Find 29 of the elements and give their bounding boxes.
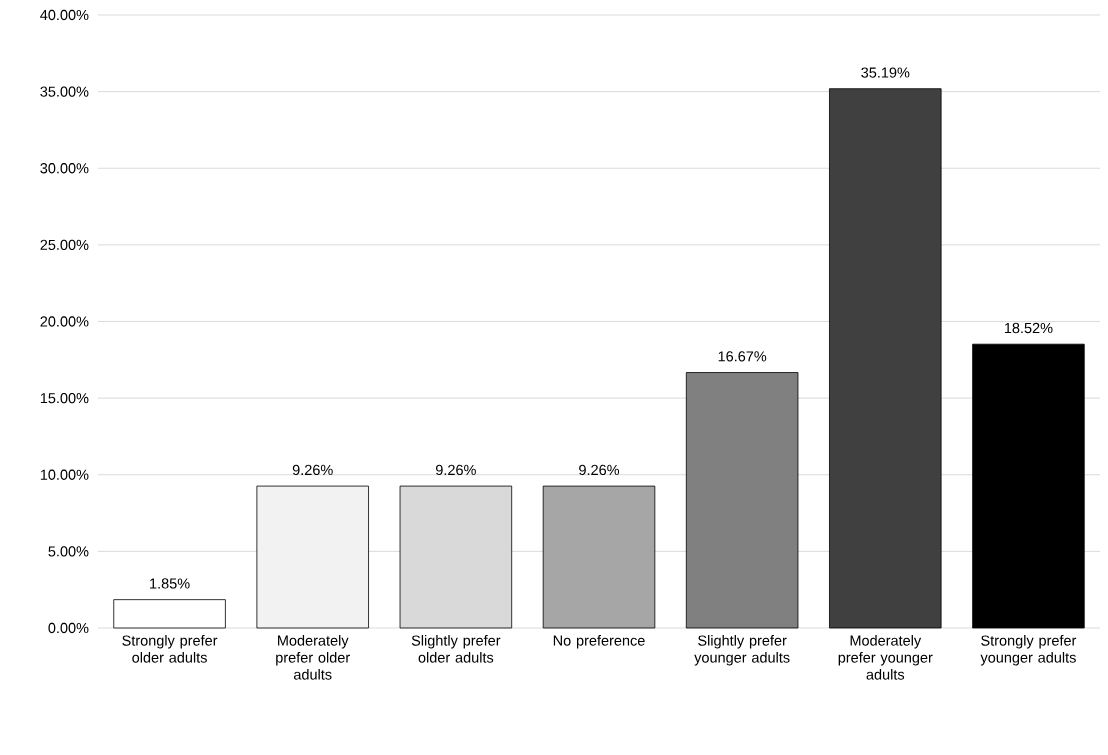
y-tick-label: 25.00% [40,239,89,251]
x-tick-label: Strongly prefer older adults [122,635,218,663]
y-tick-label: 40.00% [40,9,89,21]
bar [256,485,369,629]
x-tick-label: Slightly prefer older adults [411,635,501,663]
data-label: 9.26% [292,464,333,476]
y-tick-label: 0.00% [48,622,89,634]
data-label: 1.85% [150,578,190,589]
y-tick-label: 30.00% [40,163,89,174]
data-label: 16.67% [718,351,767,362]
y-tick-label: 5.00% [48,546,89,557]
y-tick-label: 10.00% [40,469,89,480]
bar [113,599,226,629]
x-tick-label: Strongly prefer younger adults [980,635,1077,666]
data-label: 18.52% [1004,322,1053,334]
x-tick-label: Slightly prefer younger adults [694,635,790,666]
x-tick-label: Moderately prefer younger adults [838,635,933,680]
bar [829,88,942,629]
x-tick-label: No preference [553,635,645,649]
x-tick-label: Moderately prefer older adults [276,635,350,680]
data-label: 35.19% [861,67,910,78]
bar [542,485,656,629]
y-tick-label: 15.00% [40,392,89,404]
y-tick-label: 20.00% [40,316,89,327]
bar [685,372,799,629]
data-label: 9.26% [435,464,476,476]
y-tick-label: 35.00% [40,86,89,97]
bar [972,343,1085,629]
data-label: 9.26% [579,464,620,476]
